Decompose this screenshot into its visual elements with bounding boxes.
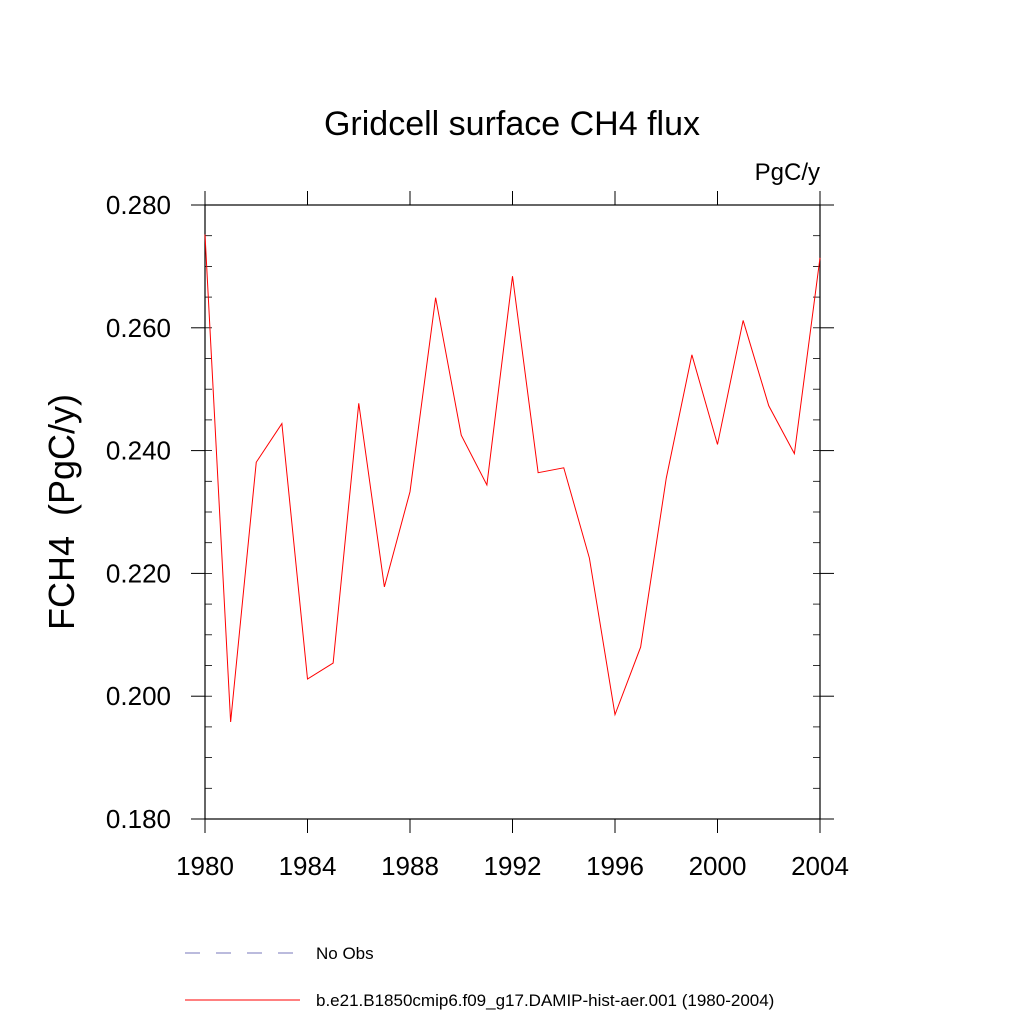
series-line xyxy=(204,234,821,723)
x-tick-label: 1996 xyxy=(586,851,644,881)
y-tick-label: 0.220 xyxy=(106,558,171,588)
legend: No Obs b.e21.B1850cmip6.f09_g17.DAMIP-hi… xyxy=(185,944,774,1010)
y-tick-labels: 0.180 0.200 0.220 0.240 0.260 0.280 xyxy=(106,190,171,834)
y-axis-label: FCH4 (PgC/y) xyxy=(41,394,82,630)
y-tick-label: 0.260 xyxy=(106,313,171,343)
x-tick-label: 1988 xyxy=(381,851,439,881)
y-tick-label: 0.240 xyxy=(106,436,171,466)
y-tick-label: 0.180 xyxy=(106,804,171,834)
x-tick-label: 1984 xyxy=(279,851,337,881)
x-tick-label: 2004 xyxy=(791,851,849,881)
chart-title: Gridcell surface CH4 flux xyxy=(324,105,700,143)
x-tick-label: 1992 xyxy=(484,851,542,881)
series-group xyxy=(204,234,821,723)
units-label: PgC/y xyxy=(755,159,820,186)
x-tick-label: 1980 xyxy=(176,851,234,881)
y-tick-label: 0.200 xyxy=(106,681,171,711)
legend-label-model-run: b.e21.B1850cmip6.f09_g17.DAMIP-hist-aer.… xyxy=(316,991,774,1010)
y-tick-label: 0.280 xyxy=(106,190,171,220)
legend-label-no-obs: No Obs xyxy=(316,944,374,963)
plot-frame xyxy=(204,204,821,820)
x-tick-labels: 1980 1984 1988 1992 1996 2000 2004 xyxy=(176,851,849,881)
axis-ticks xyxy=(191,191,834,833)
x-tick-label: 2000 xyxy=(689,851,747,881)
